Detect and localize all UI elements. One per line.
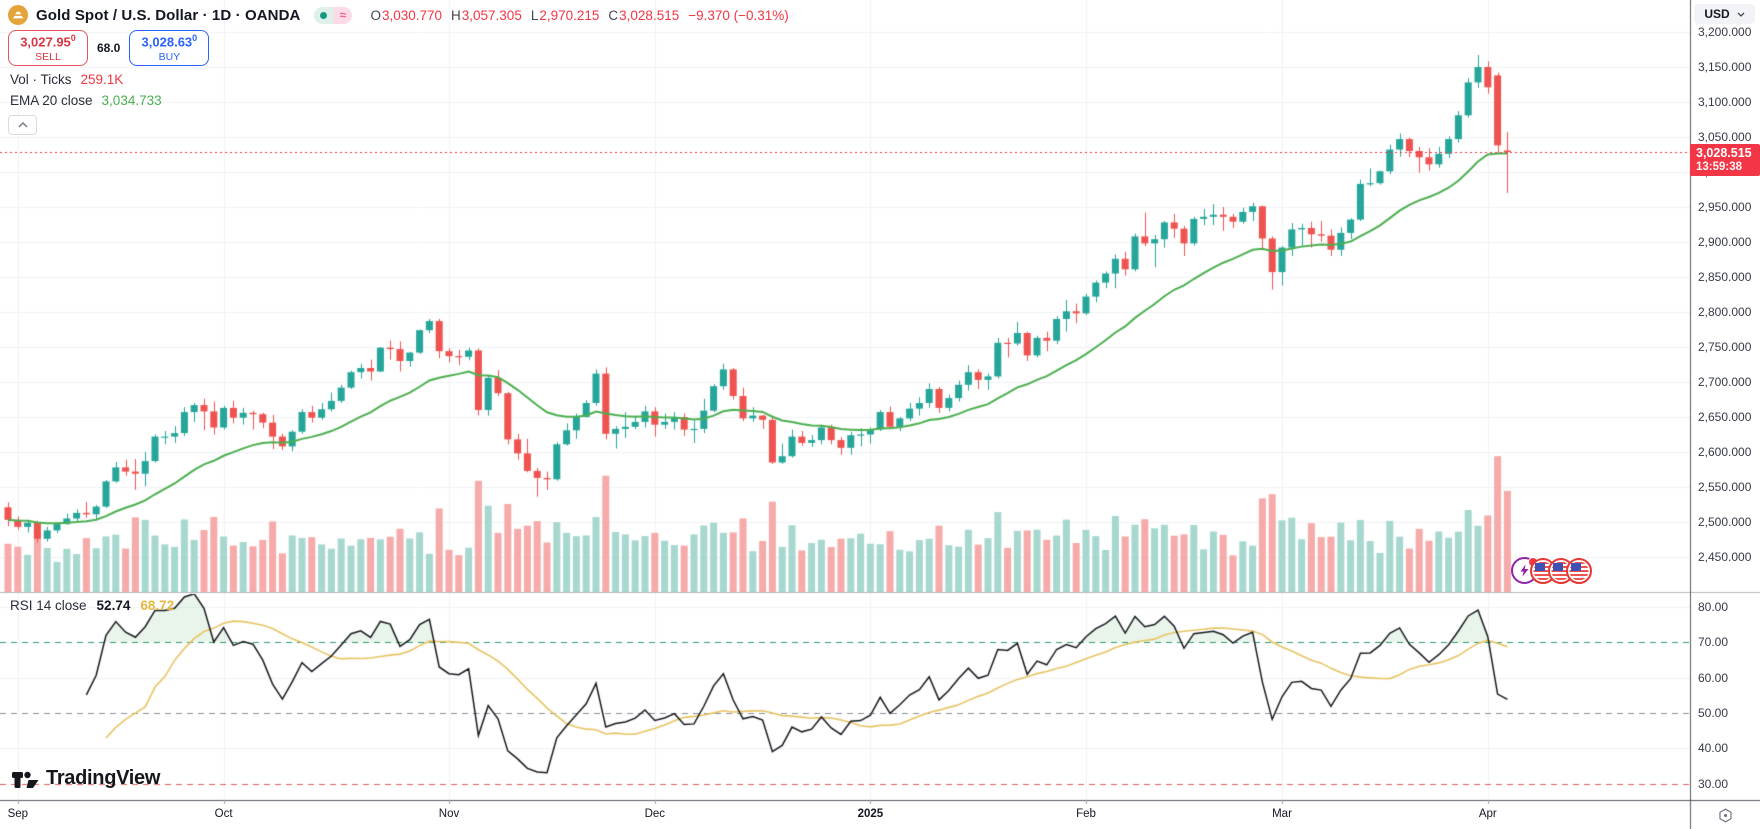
us-flag-avatar[interactable] bbox=[1566, 557, 1592, 584]
axis-settings-icon[interactable] bbox=[1716, 806, 1734, 824]
rsi-value: 52.74 bbox=[96, 598, 131, 613]
market-open-dot-icon bbox=[314, 6, 334, 24]
price-axis-label: 3,050.000 bbox=[1698, 130, 1752, 144]
currency-label: USD bbox=[1704, 7, 1730, 21]
symbol-title[interactable]: Gold Spot / U.S. Dollar · 1D · OANDA bbox=[36, 6, 301, 24]
volume-value: 259.1K bbox=[80, 72, 124, 87]
currency-dropdown[interactable]: USD bbox=[1694, 4, 1755, 24]
symbol-legend-row: Gold Spot / U.S. Dollar · 1D · OANDA ≈ O… bbox=[8, 4, 789, 26]
gold-symbol-icon[interactable] bbox=[8, 5, 28, 25]
tradingview-logo-text: TradingView bbox=[46, 767, 161, 789]
collapse-legend-button[interactable] bbox=[8, 115, 37, 135]
buy-button[interactable]: 3,028.630 BUY bbox=[129, 30, 210, 66]
rsi-axis-label: 50.00 bbox=[1698, 705, 1729, 720]
low-value: 2,970.215 bbox=[539, 7, 600, 23]
volume-label: Vol · Ticks bbox=[10, 72, 72, 87]
time-axis-label: Oct bbox=[214, 808, 233, 820]
sell-button[interactable]: 3,027.950 SELL bbox=[8, 30, 88, 66]
tradingview-watermark[interactable]: TradingView bbox=[12, 767, 160, 790]
rsi-axis-label: 30.00 bbox=[1698, 776, 1729, 791]
close-label: C bbox=[608, 7, 619, 23]
time-axis-label: Nov bbox=[438, 808, 460, 820]
price-axis-label: 2,750.000 bbox=[1698, 340, 1752, 354]
chevron-down-icon bbox=[1737, 12, 1745, 17]
market-status-toggle[interactable]: ≈ bbox=[314, 6, 353, 24]
time-axis-label: Mar bbox=[1272, 808, 1292, 820]
price-axis-label: 2,550.000 bbox=[1698, 480, 1752, 494]
low-label: L bbox=[530, 7, 539, 23]
ema-legend[interactable]: EMA 20 close 3,034.733 bbox=[10, 93, 162, 108]
approx-values-icon: ≈ bbox=[333, 6, 353, 24]
price-axis-label: 3,100.000 bbox=[1698, 95, 1752, 109]
price-axis-label: 2,900.000 bbox=[1698, 235, 1752, 249]
ema-label: EMA 20 close bbox=[10, 93, 93, 108]
close-value: 3,028.515 bbox=[619, 7, 680, 23]
rsi-axis-label: 80.00 bbox=[1698, 600, 1729, 614]
rsi-axis-label: 60.00 bbox=[1698, 670, 1729, 685]
tradingview-logo-icon bbox=[12, 771, 39, 788]
price-axis-label: 2,600.000 bbox=[1698, 445, 1752, 459]
ema-value: 3,034.733 bbox=[101, 93, 162, 108]
price-axis-label: 3,200.000 bbox=[1698, 25, 1752, 39]
trade-buttons-row: 3,027.950 SELL 68.0 3,028.630 BUY bbox=[8, 30, 210, 66]
high-label: H bbox=[451, 7, 461, 23]
price-axis-label: 2,850.000 bbox=[1698, 270, 1752, 284]
price-axis-label: 2,450.000 bbox=[1698, 550, 1752, 564]
time-axis-label: Feb bbox=[1076, 808, 1096, 820]
price-axis-label: 2,650.000 bbox=[1698, 410, 1752, 424]
ohlc-values: O 3,030.770 H 3,057.305 L 2,970.215 C 3,028.… bbox=[370, 8, 788, 23]
rsi-label: RSI 14 close bbox=[10, 598, 87, 613]
high-value: 3,057.305 bbox=[461, 7, 522, 23]
rsi-legend[interactable]: RSI 14 close 52.74 68.72 bbox=[10, 598, 174, 613]
change-value: −9.370 (−0.31%) bbox=[688, 7, 789, 23]
price-axis[interactable]: USD 3,200.000 3,150.000 3,100.000 3,050.000… bbox=[1690, 0, 1760, 829]
time-axis-label: Sep bbox=[7, 808, 29, 820]
time-axis-label: Dec bbox=[644, 808, 666, 820]
price-axis-label: 3,150.000 bbox=[1698, 60, 1752, 74]
open-label: O bbox=[370, 7, 381, 23]
price-axis-label: 2,700.000 bbox=[1698, 375, 1752, 389]
volume-legend[interactable]: Vol · Ticks 259.1K bbox=[10, 72, 123, 87]
time-axis-label: Apr bbox=[1478, 808, 1497, 820]
rsi-axis-label: 40.00 bbox=[1698, 741, 1729, 756]
community-badges bbox=[1511, 557, 1592, 584]
rsi-axis-label: 70.00 bbox=[1698, 635, 1729, 650]
bar-countdown: 13:59:38 bbox=[1696, 161, 1743, 173]
spread-value: 68.0 bbox=[97, 41, 121, 55]
time-axis[interactable]: Sep Oct Nov Dec 2025 Feb Mar Apr bbox=[0, 800, 1760, 829]
last-price-value: 3,028.515 bbox=[1696, 146, 1752, 160]
rsi-signal-value: 68.72 bbox=[140, 598, 175, 613]
price-axis-label: 2,800.000 bbox=[1698, 305, 1752, 319]
price-axis-label: 2,950.000 bbox=[1698, 200, 1752, 214]
time-axis-label: 2025 bbox=[857, 808, 884, 820]
price-axis-label: 2,500.000 bbox=[1698, 515, 1752, 529]
last-price-axis-label: 3,028.515 13:59:38 bbox=[1690, 144, 1760, 176]
open-value: 3,030.770 bbox=[381, 7, 443, 23]
